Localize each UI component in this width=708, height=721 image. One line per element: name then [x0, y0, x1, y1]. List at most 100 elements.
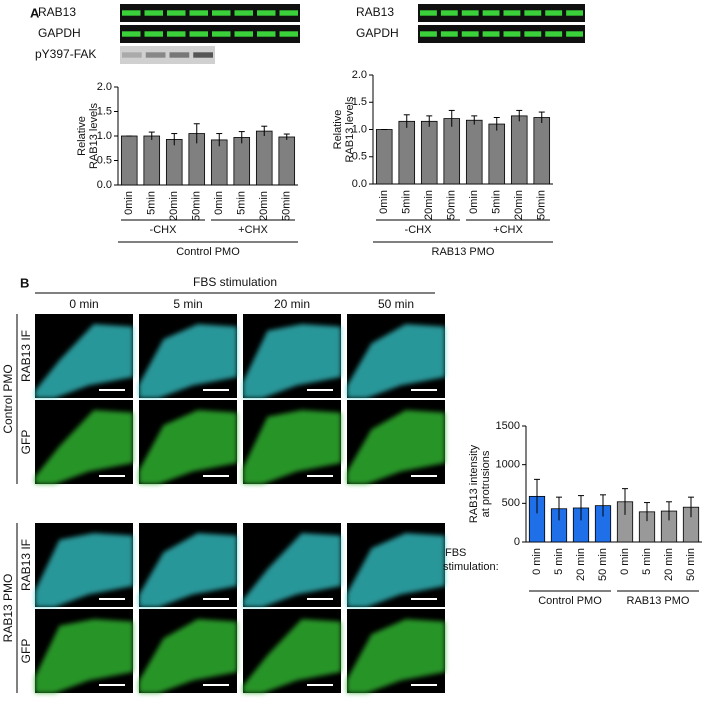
group-label: +CHX — [493, 224, 523, 236]
blot-band — [503, 10, 521, 16]
blot-band — [440, 10, 458, 16]
cell — [347, 324, 445, 398]
y-tick-label: 0.5 — [352, 151, 367, 163]
y-axis-label: RAB13 levels — [88, 102, 100, 169]
x-tick-label: 20min — [513, 190, 525, 220]
blot-band — [524, 10, 542, 16]
y-tick-label: 1.5 — [97, 105, 112, 117]
blot-band — [482, 10, 500, 16]
column-label: 0 min — [69, 297, 98, 311]
blot-band — [144, 10, 163, 16]
row-label: RAB13 IF — [19, 330, 33, 382]
blot-band — [566, 10, 583, 16]
x-tick-label: 50 min — [597, 548, 609, 581]
blot-band — [189, 10, 208, 16]
x-axis-label: stimulation: — [443, 561, 499, 573]
x-tick-label: 50min — [281, 191, 293, 221]
blot — [120, 46, 215, 64]
blot-band — [545, 31, 563, 37]
bar — [233, 137, 251, 186]
blot-band — [257, 31, 276, 37]
x-axis-label: FBS — [445, 547, 466, 559]
blot — [120, 25, 300, 43]
cell — [347, 619, 445, 693]
bar — [510, 115, 528, 185]
cell — [35, 410, 133, 484]
x-tick-label: 5min — [146, 191, 158, 215]
x-tick-label: 20min — [168, 191, 180, 221]
blot-band — [566, 31, 583, 37]
bar — [143, 135, 161, 186]
bar — [398, 120, 416, 185]
group-title: Control PMO — [176, 246, 240, 258]
bar — [375, 129, 393, 185]
x-tick-label: 50min — [536, 190, 548, 220]
blot-band — [212, 10, 231, 16]
group-title: RAB13 PMO — [432, 246, 495, 258]
x-tick-label: 0min — [213, 191, 225, 215]
group-label: -CHX — [150, 224, 178, 236]
blot-band — [234, 10, 253, 16]
panel-label: B — [20, 275, 29, 290]
y-tick-label: 1000 — [496, 459, 520, 471]
column-label: 20 min — [274, 297, 310, 311]
blot-band — [234, 31, 253, 37]
x-tick-label: 0 min — [619, 548, 631, 575]
blot-label: pY397-FAK — [35, 47, 96, 61]
bar — [120, 135, 138, 186]
blot-band — [482, 31, 500, 37]
blot-band — [169, 52, 190, 58]
cell — [139, 619, 237, 693]
blot-label: GAPDH — [356, 26, 399, 40]
x-tick-label: 0 min — [531, 548, 543, 575]
blot-band — [257, 10, 276, 16]
y-tick-label: 0.5 — [97, 154, 112, 166]
blot-band — [440, 31, 458, 37]
y-axis-label: Relative — [76, 116, 88, 156]
x-tick-label: 50 min — [685, 548, 697, 581]
blot — [418, 25, 585, 43]
bar — [278, 136, 296, 186]
blot-band — [122, 10, 141, 16]
row-label: GFP — [19, 430, 33, 455]
imaging-title: FBS stimulation — [193, 275, 277, 289]
x-tick-label: 5min — [236, 191, 248, 215]
x-tick-label: 0min — [123, 191, 135, 215]
row-label: RAB13 IF — [19, 539, 33, 591]
bar — [443, 118, 461, 185]
x-tick-label: 20 min — [663, 548, 675, 581]
blot-band — [193, 52, 213, 58]
blot-band — [122, 31, 141, 37]
cell — [243, 619, 341, 693]
group-label: Control PMO — [1, 364, 15, 433]
y-tick-label: 1.0 — [97, 130, 112, 142]
cell — [243, 533, 341, 607]
cell — [139, 324, 237, 398]
blot-band — [279, 10, 298, 16]
blot — [120, 4, 300, 22]
blot-band — [461, 31, 479, 37]
y-tick-label: 1.0 — [352, 123, 367, 135]
group-label: -CHX — [405, 224, 433, 236]
blot — [418, 4, 585, 22]
y-tick-label: 0 — [514, 536, 520, 548]
blot-label: GAPDH — [38, 26, 81, 40]
cell — [139, 533, 237, 607]
y-axis-label: RAB13 intensity — [468, 444, 480, 523]
x-tick-label: 5 min — [553, 548, 565, 575]
x-tick-label: 20min — [423, 190, 435, 220]
y-tick-label: 0.0 — [352, 178, 367, 190]
panel-label: A — [30, 5, 40, 20]
blot-band — [279, 31, 298, 37]
y-tick-label: 1500 — [496, 420, 520, 432]
bar — [488, 123, 506, 185]
y-axis-label: at protrusions — [480, 450, 492, 517]
blot-band — [212, 31, 231, 37]
blot-band — [167, 31, 186, 37]
x-tick-label: 50min — [191, 191, 203, 221]
cell — [35, 619, 133, 693]
y-tick-label: 0.0 — [97, 179, 112, 191]
bar — [420, 120, 438, 185]
